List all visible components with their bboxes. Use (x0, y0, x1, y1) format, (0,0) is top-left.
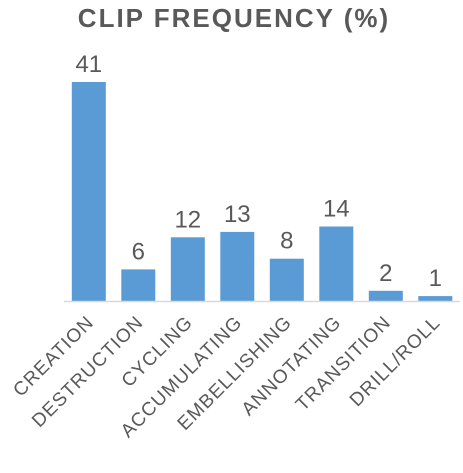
data-label: 2 (379, 260, 392, 287)
bar-annotating (319, 226, 354, 302)
bars-layer (71, 82, 453, 302)
bar-accumulating (220, 231, 255, 302)
x-tick-label: DRILL/ROLL (346, 312, 445, 411)
bar-transition (368, 290, 403, 302)
data-label: 12 (174, 206, 201, 233)
chart-title: CLIP FREQUENCY (%) (78, 3, 390, 33)
data-label: 1 (429, 265, 442, 292)
data-label: 13 (224, 201, 251, 228)
bar-creation (71, 82, 106, 302)
data-label: 41 (75, 51, 102, 78)
data-label: 8 (280, 228, 293, 255)
bar-drill-roll (418, 296, 453, 302)
data-labels-layer: 41 6 12 13 8 14 2 1 (75, 51, 442, 292)
data-label: 6 (132, 238, 145, 265)
bar-embellishing (269, 258, 304, 302)
bar-cycling (170, 237, 205, 302)
bar-destruction (121, 269, 156, 302)
x-tick-labels-layer: CREATIONDESTRUCTIONCYCLINGACCUMULATINGEM… (9, 312, 444, 442)
data-label: 14 (323, 196, 350, 223)
